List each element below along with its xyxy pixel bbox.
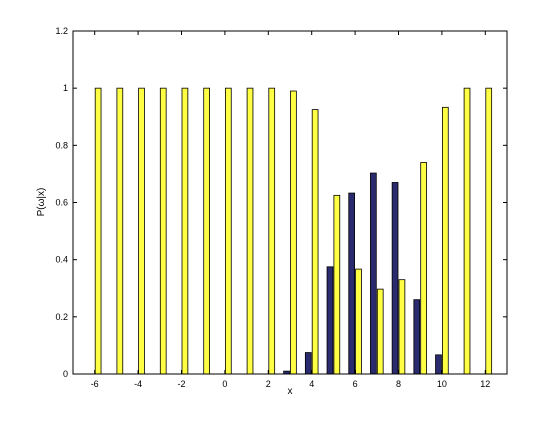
bar-series-2-x-10 [441,106,449,375]
bar-series-2-x-6 [355,268,362,375]
bar-series-2-x-2 [268,87,276,375]
bars-layer [94,87,493,375]
x-axis-label: x [288,386,293,397]
bar-series-2-x-7 [376,288,384,375]
y-tick-label: 0 [63,369,68,379]
bar-series-2-x-0 [224,87,232,375]
bar-series-1-x-4 [304,352,312,375]
bar-series-1-x-9 [413,299,421,375]
x-tick-label: 12 [480,379,490,389]
x-tick-label: 8 [396,379,401,389]
bar-series-1-x-6 [348,192,355,375]
bar-series-2-x--3 [159,87,167,375]
x-tick-label: 2 [266,379,271,389]
bar-series-2-x--6 [94,87,102,375]
x-tick-label: 0 [222,379,227,389]
y-tick-label: 0.4 [55,255,68,265]
x-tick-label: -2 [177,379,185,389]
bar-series-2-x--1 [203,87,210,375]
bar-series-1-x-8 [391,182,399,375]
x-tick-label: 10 [437,379,447,389]
bar-series-2-x-1 [246,87,254,375]
bar-series-2-x-3 [290,90,297,375]
bar-series-2-x--4 [138,87,145,375]
x-tick-label: -6 [91,379,99,389]
bar-series-2-x-4 [311,109,319,375]
y-tick-label: 0.6 [55,198,68,208]
x-tick-label: 4 [309,379,314,389]
x-tick-label: -4 [134,379,142,389]
y-tick-label: 0.8 [55,140,68,150]
bar-series-1-x-5 [326,266,334,375]
x-tick-label: 6 [353,379,358,389]
ticks-layer: -6 -4 -2 0 2 4 6 8 10 12 0 0.2 0.4 0.6 0.8 1 1.2 [55,26,507,389]
bar-series-1-x-10 [435,354,442,375]
y-tick-label: 1 [63,83,68,93]
bar-series-2-x-11 [463,87,471,375]
bar-series-2-x-12 [485,87,493,375]
y-tick-label: 0.2 [55,312,68,322]
bar-series-2-x-9 [420,162,427,375]
bar-series-2-x-8 [398,279,406,375]
bar-series-2-x--2 [181,87,189,375]
y-tick-label: 1.2 [55,26,68,36]
y-axis-label: P(ω|x) [36,188,47,217]
plot-frame [72,30,508,375]
bar-series-2-x--5 [116,87,124,375]
bar-series-1-x-7 [370,172,377,375]
bar-series-2-x-5 [333,194,341,375]
